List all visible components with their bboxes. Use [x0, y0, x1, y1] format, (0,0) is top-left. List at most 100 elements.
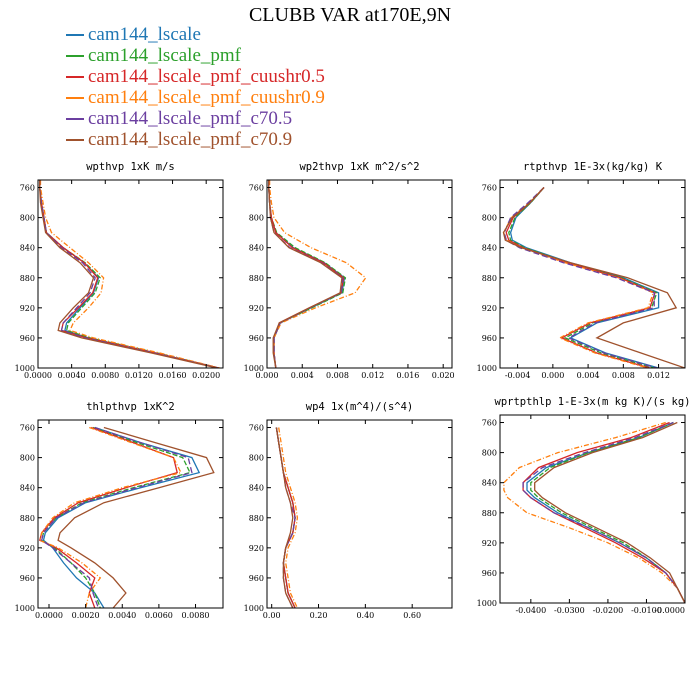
- legend-swatch: [66, 118, 84, 120]
- y-tick-label: 1000: [244, 364, 264, 373]
- series-line: [39, 180, 219, 368]
- series-line: [39, 180, 219, 368]
- x-tick-label: 0.000: [541, 371, 564, 380]
- y-tick-label: 960: [20, 334, 35, 343]
- series-line: [534, 421, 685, 603]
- y-tick-label: 920: [249, 544, 264, 553]
- series-line: [526, 421, 685, 603]
- y-tick-label: 760: [482, 419, 497, 428]
- legend-label: cam144_lscale: [88, 24, 201, 45]
- x-tick-label: 0.20: [310, 611, 328, 620]
- series-line: [508, 187, 658, 368]
- y-tick-label: 960: [20, 574, 35, 583]
- y-tick-label: 1000: [477, 599, 497, 608]
- y-tick-label: 880: [482, 509, 497, 518]
- x-tick-label: 0.016: [396, 371, 419, 380]
- plot-frame: [499, 414, 686, 604]
- panel-title: rtpthvp 1E-3x(kg/kg) K: [523, 161, 663, 173]
- series-line: [39, 426, 182, 608]
- x-tick-label: 0.000: [256, 371, 279, 380]
- x-tick-label: -0.0400: [515, 606, 546, 615]
- x-tick-label: 0.0000: [24, 371, 52, 380]
- chart-panel: wpthvp 1xK m/s76080084088092096010000.00…: [15, 161, 224, 380]
- y-tick-label: 760: [20, 424, 35, 433]
- series-line: [39, 426, 178, 608]
- series-line: [42, 426, 201, 608]
- x-tick-label: 0.40: [356, 611, 374, 620]
- x-tick-label: 0.004: [577, 371, 600, 380]
- y-tick-label: 880: [249, 514, 264, 523]
- y-tick-label: 1000: [477, 364, 497, 373]
- x-tick-label: 0.00: [263, 611, 281, 620]
- x-tick-label: 0.0160: [159, 371, 187, 380]
- legend-label: cam144_lscale_pmf_cuushr0.5: [88, 66, 325, 87]
- y-tick-label: 760: [20, 184, 35, 193]
- legend-swatch: [66, 139, 84, 141]
- x-tick-label: 0.0080: [91, 371, 119, 380]
- legend-label: cam144_lscale_pmf_c70.9: [88, 129, 293, 150]
- x-tick-label: -0.0100: [631, 606, 662, 615]
- legend-swatch: [66, 55, 84, 57]
- y-tick-label: 880: [20, 514, 35, 523]
- x-tick-label: -0.0300: [554, 606, 585, 615]
- series-line: [268, 180, 367, 368]
- legend-swatch: [66, 97, 84, 99]
- series-line: [268, 180, 345, 368]
- series-line: [503, 421, 685, 603]
- legend-label: cam144_lscale_pmf: [88, 45, 242, 66]
- y-tick-label: 800: [20, 214, 35, 223]
- series-line: [268, 180, 344, 368]
- plot-frame: [266, 179, 453, 369]
- series-line: [39, 180, 218, 368]
- panel-title: wprtpthlp 1-E-3x(m kg K)/(s kg): [495, 396, 691, 408]
- x-tick-label: -0.0200: [593, 606, 624, 615]
- series-line: [268, 180, 347, 368]
- y-tick-label: 840: [249, 244, 264, 253]
- x-tick-label: 0.60: [403, 611, 421, 620]
- chart-panel: wp2thvp 1xK m^2/s^2 760 800 840 880 920 960 100…: [244, 161, 455, 380]
- x-tick-label: 0.0120: [125, 371, 153, 380]
- y-tick-label: 760: [249, 184, 264, 193]
- y-tick-label: 920: [482, 304, 497, 313]
- y-tick-label: 800: [20, 454, 35, 463]
- y-tick-label: 880: [20, 274, 35, 283]
- x-tick-label: 0.0020: [72, 611, 100, 620]
- x-tick-label: 0.012: [647, 371, 670, 380]
- y-tick-label: 840: [482, 479, 497, 488]
- series-line: [278, 427, 299, 608]
- series-line: [39, 180, 219, 368]
- x-tick-label: 0.0040: [58, 371, 86, 380]
- x-tick-label: -0.0000: [654, 606, 685, 615]
- panel-title: thlpthvp 1xK^2: [86, 401, 175, 413]
- series-line: [505, 187, 656, 368]
- y-tick-label: 960: [249, 334, 264, 343]
- y-tick-label: 960: [249, 574, 264, 583]
- y-tick-label: 920: [20, 544, 35, 553]
- y-tick-label: 920: [482, 539, 497, 548]
- series-line: [522, 421, 685, 603]
- y-tick-label: 960: [482, 334, 497, 343]
- y-tick-label: 840: [20, 484, 35, 493]
- series-line: [40, 426, 193, 608]
- x-tick-label: 0.012: [361, 371, 384, 380]
- series-line: [502, 187, 685, 368]
- chart-panel: thlpthvp 1xK^2 760 800 840 880 920 960 1000 0.00…: [15, 401, 224, 620]
- legend-swatch: [66, 76, 84, 78]
- y-tick-label: 1000: [15, 364, 35, 373]
- series-line: [268, 180, 346, 368]
- y-tick-label: 1000: [15, 604, 35, 613]
- series-line: [39, 180, 219, 368]
- series-line: [39, 180, 220, 368]
- series-line: [522, 421, 685, 603]
- legend-label: cam144_lscale_pmf_c70.5: [88, 108, 293, 129]
- y-tick-label: 920: [249, 304, 264, 313]
- y-tick-label: 800: [249, 214, 264, 223]
- y-tick-label: 960: [482, 569, 497, 578]
- legend-swatch: [66, 34, 84, 36]
- plot-frame: [37, 419, 224, 609]
- x-tick-label: 0.0060: [145, 611, 173, 620]
- y-tick-label: 800: [482, 449, 497, 458]
- y-tick-label: 800: [249, 454, 264, 463]
- x-tick-label: 0.0040: [108, 611, 136, 620]
